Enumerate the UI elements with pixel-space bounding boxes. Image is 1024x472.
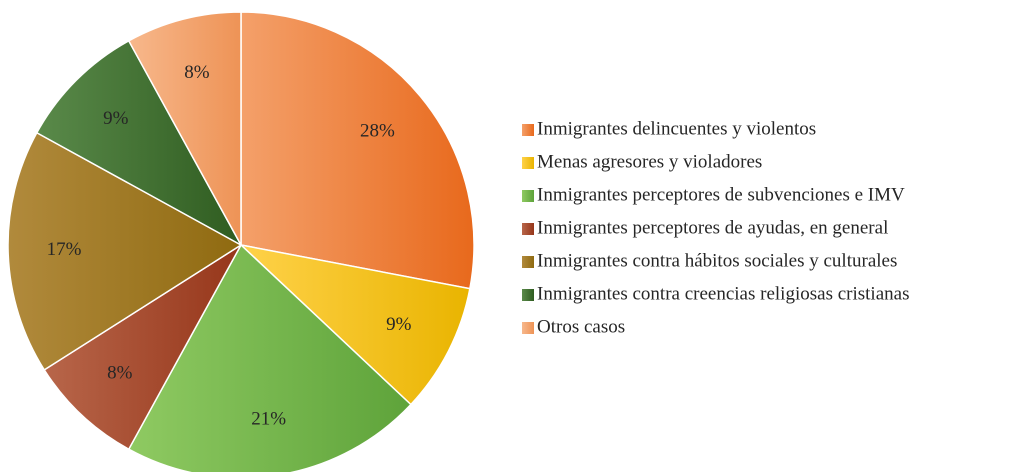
slice-label-inmigrantes-contra-habitos-sociales-y-culturales: 17% [47,239,82,260]
pie-slice-inmigrantes-delincuentes-y-violentos [240,11,475,290]
pie-slice-inmigrantes-perceptores-de-ayudas-en-general [43,244,242,451]
slice-labels: 28% 9% 21% 8% 17% 9% 8% [47,62,412,429]
legend-label: Menas agresores y violadores [537,151,762,172]
legend-swatch [522,289,534,301]
legend-label: Inmigrantes delincuentes y violentos [537,118,816,139]
legend-label: Inmigrantes perceptores de subvenciones … [537,184,905,205]
pie-slice-menas-agresores-y-violadores [238,243,471,406]
slice-label-inmigrantes-contra-creencias-religiosas-cristianas: 9% [103,108,129,129]
legend-label: Inmigrantes contra hábitos sociales y cu… [537,250,897,271]
legend-item-menas-agresores-y-violadores: Menas agresores y violadores [522,151,762,172]
slice-label-otros-casos: 8% [184,62,210,83]
pie-slice-inmigrantes-contra-creencias-religiosas-cristianas [35,39,243,247]
legend-label: Inmigrantes contra creencias religiosas … [537,283,909,304]
legend-item-inmigrantes-delincuentes-y-violentos: Inmigrantes delincuentes y violentos [522,118,816,139]
legend-swatch [522,256,534,268]
slice-label-inmigrantes-perceptores-de-subvenciones-e-imv: 21% [251,408,286,429]
legend-swatch [522,124,534,136]
legend-item-inmigrantes-perceptores-de-subvenciones-e-imv: Inmigrantes perceptores de subvenciones … [522,184,905,205]
legend-item-inmigrantes-contra-creencias-religiosas-cristianas: Inmigrantes contra creencias religiosas … [522,283,909,304]
legend-swatch [522,157,534,169]
legend-item-inmigrantes-perceptores-de-ayudas-en-general: Inmigrantes perceptores de ayudas, en ge… [522,217,888,238]
slice-label-menas-agresores-y-violadores: 9% [386,314,412,335]
slice-label-inmigrantes-delincuentes-y-violentos: 28% [360,120,395,141]
pie-slice-inmigrantes-contra-habitos-sociales-y-culturales [7,131,243,371]
pie [7,11,475,472]
legend-swatch [522,223,534,235]
legend-label: Otros casos [537,316,625,337]
legend-swatch [522,190,534,202]
legend-swatch [522,322,534,334]
slice-label-inmigrantes-perceptores-de-ayudas-en-general: 8% [107,362,133,383]
pie-slice-inmigrantes-perceptores-de-subvenciones-e-imv [127,243,412,472]
legend-item-otros-casos: Otros casos [522,316,625,337]
legend: Inmigrantes delincuentes y violentos Mena… [522,118,909,337]
legend-item-inmigrantes-contra-habitos-sociales-y-culturales: Inmigrantes contra hábitos sociales y cu… [522,250,897,271]
pie-slice-otros-casos [127,11,242,246]
legend-label: Inmigrantes perceptores de ayudas, en ge… [537,217,888,238]
